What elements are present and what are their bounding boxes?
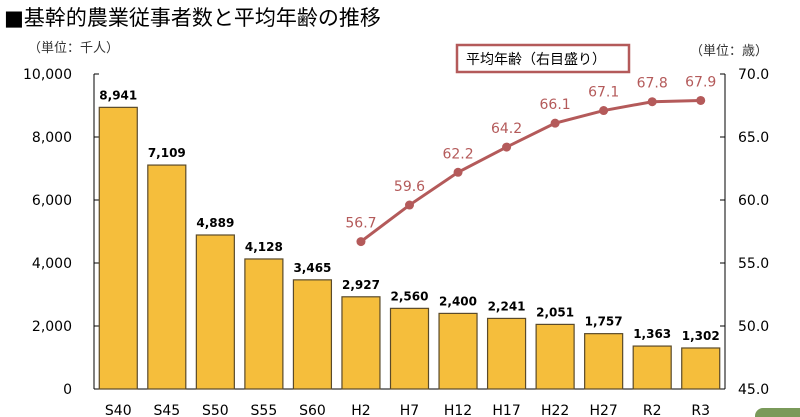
bar (632, 345, 672, 390)
bar (244, 258, 284, 390)
age-value-label: 67.9 (685, 74, 716, 90)
bar-value-label: 2,560 (391, 289, 429, 303)
bar-value-label: 4,128 (245, 240, 283, 254)
bar-value-label: 1,363 (633, 327, 671, 341)
age-point (647, 97, 657, 107)
age-value-label: 64.2 (491, 121, 522, 137)
bar-value-label: 8,941 (99, 88, 137, 102)
bar (535, 323, 575, 390)
bar (98, 106, 138, 390)
bar-value-label: 3,465 (293, 261, 331, 275)
left-tick-label: 0 (63, 382, 72, 398)
bar (147, 164, 187, 390)
bar (341, 296, 381, 390)
x-tick-label: S45 (153, 403, 180, 417)
age-point (405, 200, 414, 210)
age-value-label: 67.1 (588, 85, 619, 101)
x-tick-label: H7 (400, 403, 419, 417)
bar (486, 317, 527, 390)
age-value-label: 67.8 (637, 76, 668, 92)
x-tick-label: H22 (541, 403, 569, 417)
age-line (360, 98, 701, 243)
age-point (550, 118, 560, 128)
bar-value-label: 2,051 (536, 305, 574, 319)
left-tick-label: 10,000 (23, 67, 72, 83)
bar (195, 234, 235, 390)
right-tick-label: 55.0 (738, 256, 769, 272)
legend-box (455, 43, 631, 74)
age-point (356, 237, 366, 247)
bar-value-label: 2,400 (439, 294, 477, 308)
right-tick-label: 70.0 (738, 67, 769, 83)
left-tick-label: 6,000 (32, 193, 72, 209)
bar-value-label: 2,927 (342, 278, 380, 292)
bar-value-label: 4,889 (196, 216, 234, 230)
bar (292, 279, 333, 390)
x-tick-label: H12 (444, 403, 472, 417)
age-value-label: 56.7 (345, 216, 376, 232)
chart-title: ■基幹的農業従事者数と平均年齢の推移 (4, 6, 381, 30)
x-tick-label: H17 (492, 403, 520, 417)
bar (681, 347, 721, 390)
x-tick-label: S40 (105, 403, 132, 417)
left-tick-label: 2,000 (32, 319, 72, 335)
bar (584, 333, 624, 390)
right-tick-label: 50.0 (738, 319, 769, 335)
x-tick-label: H2 (351, 403, 370, 417)
bar-value-label: 1,757 (585, 315, 623, 329)
x-tick-label: S50 (202, 403, 229, 417)
legend-label: 平均年齢（右目盛り） (466, 52, 606, 68)
x-tick-label: S55 (251, 403, 278, 417)
bar (438, 312, 478, 390)
x-tick-label: H27 (589, 403, 617, 417)
age-point (599, 106, 609, 116)
x-tick-label: S60 (299, 403, 326, 417)
right-tick-label: 60.0 (738, 193, 769, 209)
right-unit-label: （単位：歳） (690, 43, 768, 59)
corner-decoration (755, 408, 800, 417)
age-point (502, 142, 512, 152)
age-point (696, 95, 706, 105)
x-tick-label: R2 (643, 403, 662, 417)
x-tick-label: R3 (691, 403, 710, 417)
bar (389, 307, 430, 390)
bar-value-label: 7,109 (148, 146, 186, 160)
left-tick-label: 4,000 (32, 256, 72, 272)
right-tick-label: 65.0 (738, 130, 769, 146)
age-value-label: 66.1 (540, 97, 571, 113)
age-point (453, 167, 463, 177)
left-tick-label: 8,000 (32, 130, 72, 146)
right-tick-label: 45.0 (738, 382, 769, 398)
left-unit-label: （単位：千人） (28, 40, 119, 56)
bar-value-label: 2,241 (488, 299, 526, 313)
bar-value-label: 1,302 (682, 329, 720, 343)
age-value-label: 62.2 (442, 146, 473, 162)
age-value-label: 59.6 (394, 179, 425, 195)
